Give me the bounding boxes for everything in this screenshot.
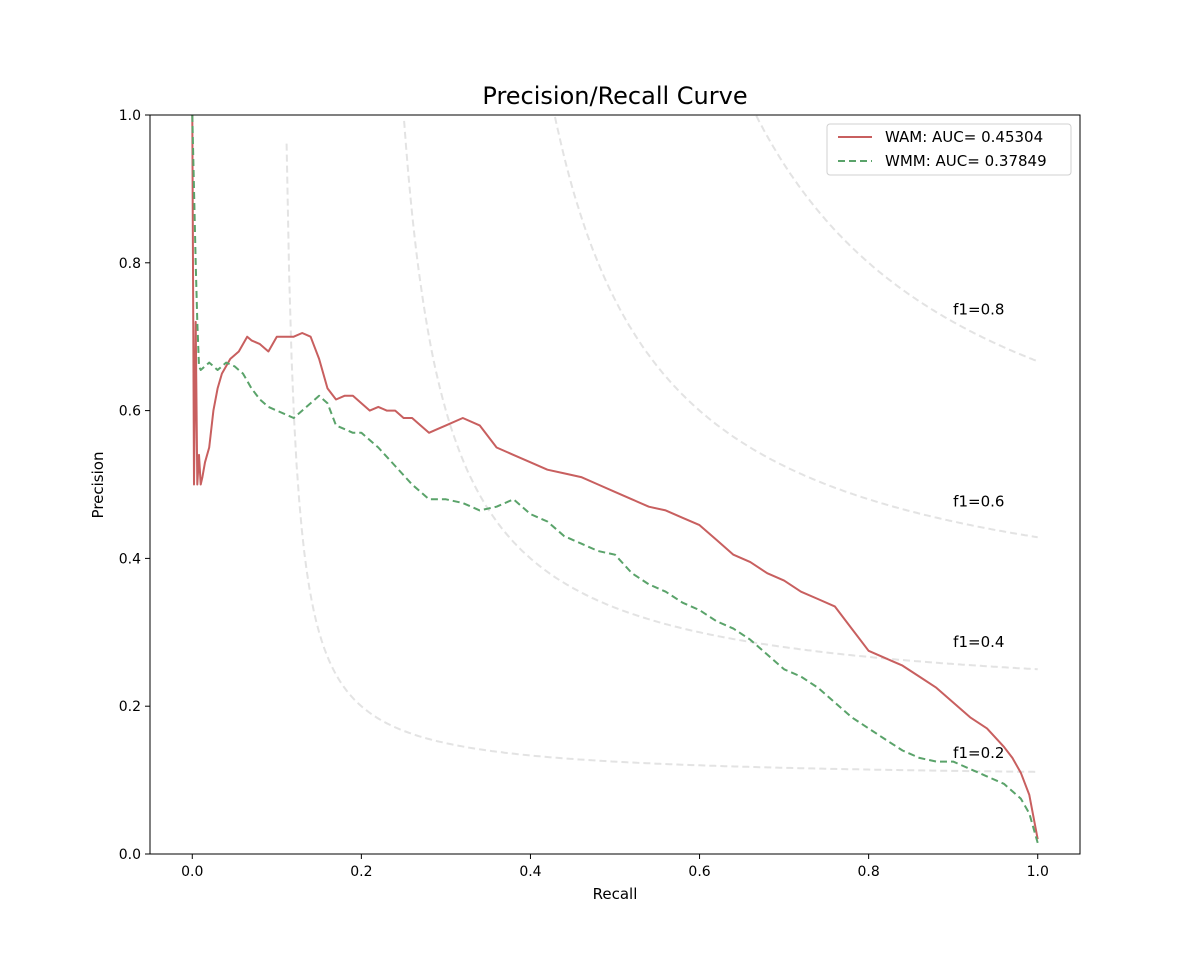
iso-f1-label-1: f1=0.2	[953, 744, 1004, 762]
series-line-2	[192, 115, 1037, 843]
y-axis-ticks: 0.0 0.2 0.4 0.6 0.8 1.0	[119, 108, 150, 863]
y-tick-label-2: 0.2	[119, 699, 141, 715]
legend: WAM: AUC= 0.45304 WMM: AUC= 0.37849	[827, 124, 1071, 175]
iso-f1-label-4: f1=0.8	[953, 301, 1004, 319]
y-tick-label-1: 0.0	[119, 847, 141, 863]
chart-title: Precision/Recall Curve	[482, 82, 747, 110]
iso-f1-label-2: f1=0.4	[953, 633, 1004, 651]
x-tick-label-6: 1.0	[1027, 864, 1049, 880]
x-axis-label: Recall	[593, 885, 638, 903]
y-tick-label-6: 1.0	[119, 108, 141, 124]
y-axis-label: Precision	[89, 452, 107, 519]
y-tick-label-4: 0.6	[119, 404, 141, 420]
legend-label-1: WAM: AUC= 0.45304	[885, 128, 1043, 146]
x-axis-ticks: 0.0 0.2 0.4 0.6 0.8 1.0	[181, 854, 1049, 880]
y-tick-label-5: 0.8	[119, 256, 141, 272]
plot-frame	[150, 115, 1080, 854]
series-lines	[192, 115, 1037, 843]
x-tick-label-5: 0.8	[858, 864, 880, 880]
legend-label-2: WMM: AUC= 0.37849	[885, 152, 1047, 170]
iso-f1-curve-1	[287, 144, 1038, 772]
iso-f1-labels: f1=0.2 f1=0.4 f1=0.6 f1=0.8	[953, 301, 1004, 762]
iso-f1-curve-2	[404, 121, 1038, 669]
iso-f1-label-3: f1=0.6	[953, 493, 1004, 511]
iso-f1-curves	[287, 116, 1038, 772]
x-tick-label-4: 0.6	[688, 864, 710, 880]
iso-f1-curve-3	[555, 117, 1038, 537]
x-tick-label-3: 0.4	[519, 864, 541, 880]
y-tick-label-3: 0.4	[119, 551, 141, 567]
x-tick-label-2: 0.2	[350, 864, 372, 880]
x-tick-label-1: 0.0	[181, 864, 203, 880]
series-line-1	[192, 115, 1037, 839]
